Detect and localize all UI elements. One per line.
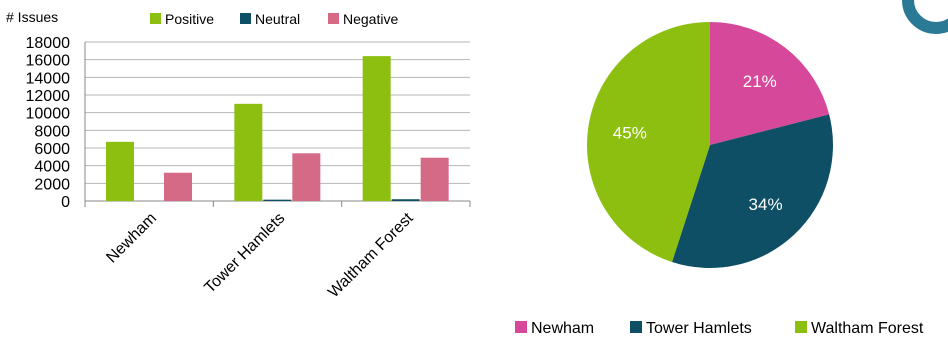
bar-positive-tower-hamlets	[234, 103, 263, 201]
y-tick-label: 16000	[26, 53, 71, 70]
legend-swatch-neutral	[240, 13, 251, 24]
y-tick-label: 0	[61, 194, 70, 211]
y-tick-label: 2000	[34, 176, 70, 193]
bar-negative-tower-hamlets	[292, 153, 321, 201]
y-tick-label: 12000	[26, 88, 71, 105]
bar-positive-newham	[106, 141, 134, 201]
x-tick-label: Tower Hamlets	[201, 210, 288, 297]
y-tick-label: 14000	[26, 70, 71, 87]
legend-swatch-positive	[150, 13, 161, 24]
pie-label-tower-hamlets: 34%	[749, 195, 783, 214]
bar-neutral-tower-hamlets	[263, 199, 292, 201]
x-tick-label: Waltham Forest	[325, 209, 417, 301]
legend-swatch-newham	[515, 321, 527, 333]
y-tick-label: 6000	[34, 141, 70, 158]
y-axis-label: # Issues	[6, 9, 58, 25]
legend-swatch-waltham-forest	[795, 321, 807, 333]
corner-badge-icon	[902, 0, 948, 34]
y-tick-label: 4000	[34, 159, 70, 176]
y-tick-label: 8000	[34, 123, 70, 140]
pie-chart: 21% 34% 45% Newham Tower Hamlets Waltham Fore…	[515, 22, 924, 337]
y-tick-label: 10000	[26, 106, 71, 123]
bar-chart: 0200040006000800010000120001400016000180…	[6, 9, 471, 301]
bar-negative-newham	[164, 172, 192, 201]
legend-label-negative: Negative	[343, 11, 398, 27]
legend-swatch-negative	[328, 13, 339, 24]
x-tick-label: Newham	[103, 210, 160, 267]
pie-label-newham: 21%	[743, 72, 777, 91]
legend-label-tower-hamlets: Tower Hamlets	[646, 320, 752, 337]
pie-label-waltham-forest: 45%	[613, 123, 647, 142]
bar-neutral-waltham-forest	[391, 199, 420, 201]
legend-label-neutral: Neutral	[255, 11, 300, 27]
pie-slice-waltham-forest	[587, 22, 710, 262]
legend-label-waltham-forest: Waltham Forest	[811, 320, 924, 337]
legend-label-newham: Newham	[531, 320, 594, 337]
legend-swatch-tower-hamlets	[630, 321, 642, 333]
bar-positive-waltham-forest	[362, 56, 391, 202]
pie-slice-tower-hamlets	[671, 114, 833, 269]
y-tick-label: 18000	[26, 35, 71, 52]
legend-label-positive: Positive	[165, 11, 214, 27]
bar-negative-waltham-forest	[420, 157, 449, 201]
pie-slice-newham	[710, 22, 830, 145]
